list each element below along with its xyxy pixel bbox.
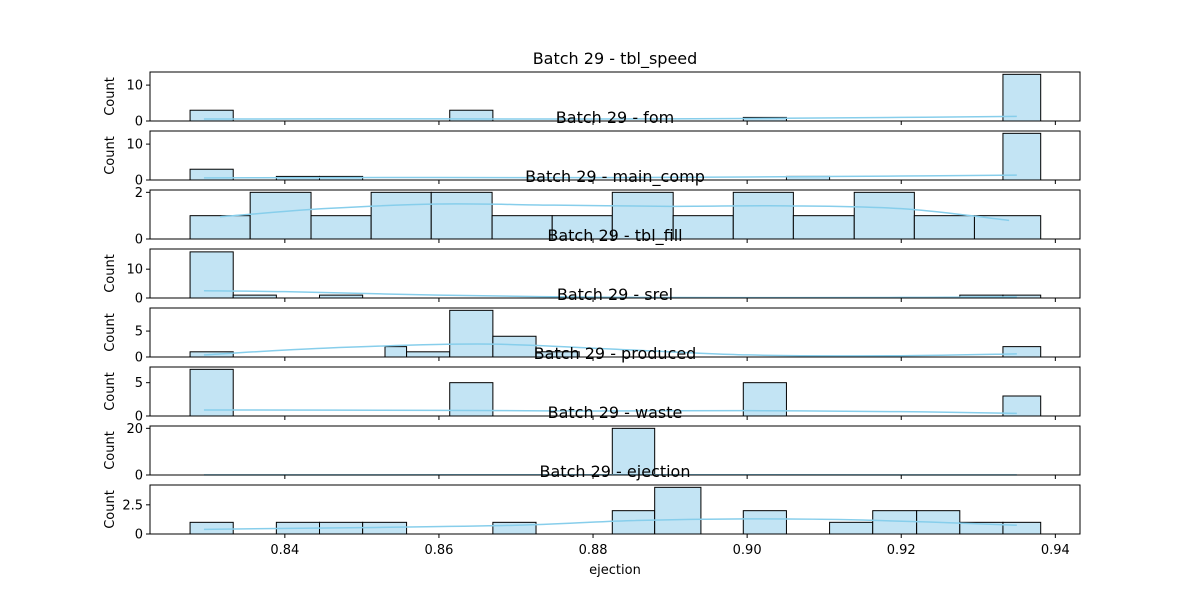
y-tick-label: 0 (135, 292, 143, 307)
histogram-bar (1003, 74, 1041, 121)
subplot-title: Batch 29 - tbl_speed (533, 49, 698, 69)
y-tick-label: 10 (126, 138, 143, 153)
histogram-bar (873, 511, 917, 534)
subplot-7: 0 2.5 Count Batch 29 - ejection 0.84 0.86 0.88… (103, 462, 1080, 578)
x-axis-label: ejection (589, 563, 641, 578)
histogram-bar (655, 487, 701, 534)
histogram-bar (914, 216, 974, 239)
subplot-title: Batch 29 - tbl_fill (547, 226, 682, 246)
y-tick-label: 0 (135, 115, 143, 130)
y-tick-label: 5 (135, 376, 143, 391)
y-tick-label: 10 (126, 263, 143, 278)
histogram-bar (385, 347, 407, 357)
histogram-bar (493, 522, 536, 534)
histogram-bar (743, 511, 786, 534)
y-tick-label: 0 (135, 351, 143, 366)
histogram-bar (450, 310, 493, 357)
x-tick-label: 0.90 (733, 543, 762, 558)
y-axis-label: Count (103, 490, 118, 529)
y-axis-label: Count (103, 431, 118, 470)
histogram-bar (371, 192, 431, 239)
y-tick-label: 10 (126, 79, 143, 94)
y-tick-label: 0 (135, 528, 143, 543)
histogram-bar (190, 522, 233, 534)
histogram-bar (190, 369, 233, 416)
subplot-title: Batch 29 - main_comp (525, 167, 705, 187)
x-tick-label: 0.84 (270, 543, 299, 558)
y-axis-label: Count (103, 254, 118, 293)
histogram-bar (492, 216, 552, 239)
x-tick-label: 0.86 (424, 543, 453, 558)
histogram-bar (431, 192, 492, 239)
y-tick-label: 2.5 (122, 498, 143, 513)
histogram-bar (1003, 522, 1041, 534)
histogram-bar (407, 352, 450, 357)
histogram-bar (493, 336, 536, 357)
y-tick-label: 5 (135, 325, 143, 340)
y-tick-label: 2 (135, 186, 143, 201)
x-tick-label: 0.94 (1041, 543, 1070, 558)
y-axis-label: Count (103, 136, 118, 175)
subplot-title: Batch 29 - fom (556, 108, 674, 127)
histogram-bar (1003, 347, 1041, 357)
histogram-bar (1003, 133, 1041, 180)
subplot-title: Batch 29 - ejection (540, 462, 691, 481)
y-tick-label: 20 (126, 422, 143, 437)
histogram-bar (250, 192, 311, 239)
y-tick-label: 0 (135, 469, 143, 484)
subplot-title: Batch 29 - produced (534, 344, 697, 363)
y-tick-label: 0 (135, 233, 143, 248)
histogram-bar (190, 216, 250, 239)
histogram-bar (612, 511, 654, 534)
y-axis-label: Count (103, 372, 118, 411)
x-tick-label: 0.92 (887, 543, 916, 558)
histogram-bar (311, 216, 371, 239)
histogram-bar (733, 192, 793, 239)
y-axis-label: Count (103, 77, 118, 116)
histogram-bar (854, 192, 914, 239)
subplot-title: Batch 29 - waste (548, 403, 683, 422)
histogram-bar (974, 216, 1040, 239)
histogram-bar (793, 216, 854, 239)
x-tick-label: 0.88 (579, 543, 608, 558)
subplot-title: Batch 29 - srel (557, 285, 673, 304)
y-axis-label: Count (103, 313, 118, 352)
histogram-bar (830, 522, 873, 534)
